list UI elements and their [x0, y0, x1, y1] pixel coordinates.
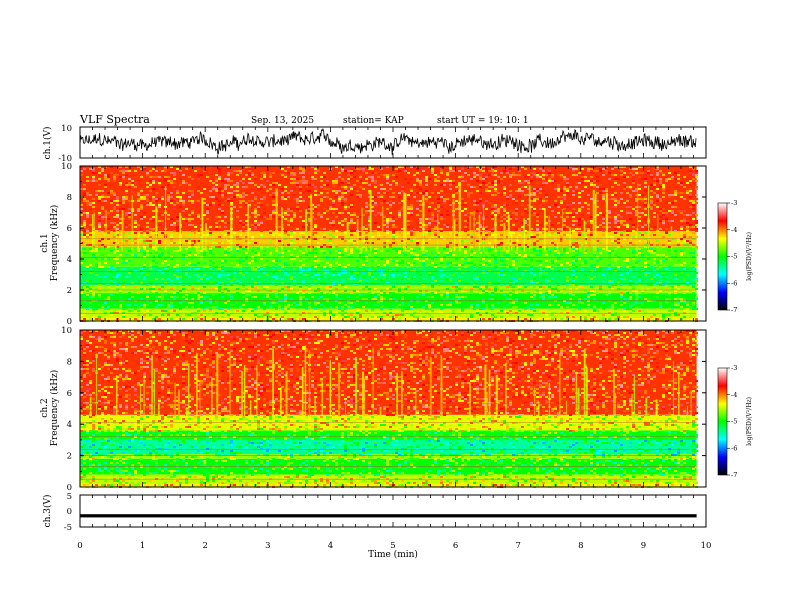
- ch1-ylabel: ch.1(V): [42, 127, 53, 160]
- ch3-ytick-bottom: -5: [64, 523, 72, 533]
- ch1-colorbar-tick: -5: [731, 253, 737, 261]
- time-tick-label: 10: [701, 541, 712, 551]
- ch2-spectrogram-panel: 0 2 4 6 8 10 ch.2 Frequency (kHz): [40, 326, 707, 493]
- ch1-colorbar-label: log(PSD)(V²/Hz): [746, 232, 753, 281]
- time-tick-label: 9: [641, 541, 646, 551]
- ch1-colorbar-tick: -4: [731, 226, 737, 234]
- ch2-frequency-label: Frequency (kHz): [49, 370, 60, 447]
- ch1-colorbar-gradient: [717, 202, 728, 311]
- ch2-spectrogram-tone-lines: [80, 403, 697, 480]
- ch1-colorbar-tick: -3: [731, 199, 737, 207]
- ch2-spectrogram-ytick: 2: [67, 452, 72, 462]
- ch1-colorbar-tick: -6: [731, 279, 737, 287]
- ch1-colorbar: -3 -4 -5 -6 -7 log(PSD)(V²/Hz): [717, 199, 753, 314]
- ch1-ytick-bottom: -10: [58, 154, 72, 164]
- time-tick-label: 1: [140, 541, 145, 551]
- ch1-spectrogram-tone-lines: [80, 238, 697, 314]
- ch1-spectrogram-ytick: 4: [67, 255, 72, 265]
- ch2-colorbar: -3 -4 -5 -6 -7 log(PSD)(V²/Hz): [717, 364, 753, 479]
- ch3-ytick-top: 5: [67, 492, 72, 502]
- ch1-spectrogram-ytick: 8: [67, 193, 72, 203]
- ch2-spectrogram-streaks: [89, 345, 692, 417]
- figure-title: VLF Spectra: [79, 113, 150, 126]
- ch2-spectrogram-band-0: [80, 483, 697, 487]
- ch1-spectrogram-speckle: [80, 166, 698, 322]
- ch1-spectrogram-band-0: [80, 317, 697, 321]
- ch1-frequency-label: Frequency (kHz): [49, 205, 60, 282]
- ch2-colorbar-tick: -7: [731, 471, 737, 479]
- ch2-spectrogram-ytick: 8: [67, 357, 72, 367]
- ch3-ylabel: ch.3(V): [42, 495, 53, 528]
- time-axis-label: Time (min): [368, 549, 418, 560]
- ch2-colorbar-tick: -3: [731, 364, 737, 372]
- time-tick-label: 8: [578, 541, 583, 551]
- ch1-colorbar-tick: -7: [731, 306, 737, 314]
- ch3-ytick-mid: 0: [67, 507, 72, 517]
- station-label: station= KAP: [343, 116, 404, 126]
- ch2-spectrogram-band-3: [80, 454, 697, 459]
- ch2-spectrogram-image: [80, 330, 698, 488]
- ch2-colorbar-tick: -4: [731, 391, 737, 399]
- ch2-colorbar-gradient: [717, 367, 728, 476]
- date-label: Sep. 13, 2025: [251, 116, 314, 126]
- ch2-spectrogram-ytick: 10: [61, 326, 72, 336]
- time-tick-label: 5: [390, 541, 395, 551]
- ch1-ytick-top: 10: [61, 124, 72, 134]
- ch1-spectrogram-panel: 0 2 4 6 8 10 ch.1 Frequency (kHz): [40, 162, 707, 327]
- ch1-spectrogram-ytick: 10: [61, 162, 72, 172]
- ch1-spectrogram-band-5: [80, 246, 697, 267]
- ch3-waveform-band: [80, 514, 697, 518]
- ch2-colorbar-tick: -6: [731, 444, 737, 452]
- ch2-spectrogram-ytick: 4: [67, 420, 72, 430]
- ch1-spectrogram-image: [80, 166, 698, 322]
- ch2-spectrogram-ytick: 6: [67, 389, 72, 399]
- time-tick-label: 6: [453, 541, 458, 551]
- time-tick-label: 0: [77, 541, 82, 551]
- start-time-label: start UT = 19: 10: 1: [437, 116, 529, 126]
- ch1-spectrogram-ytick: 6: [67, 224, 72, 234]
- ch2-channel-label: ch.2: [40, 398, 50, 417]
- ch2-spectrogram-ytick: 0: [67, 483, 72, 493]
- time-tick-label: 3: [265, 541, 270, 551]
- ch1-waveform-trace: [80, 128, 697, 156]
- ch1-spectrogram-streaks: [80, 183, 673, 252]
- time-tick-label: 7: [515, 541, 520, 551]
- time-tick-label: 2: [202, 541, 207, 551]
- ch2-colorbar-tick: -5: [731, 418, 737, 426]
- ch1-spectrogram-ytick: 0: [67, 317, 72, 327]
- ch1-spectrogram-ytick: 2: [67, 286, 72, 296]
- ch3-waveform-panel: 5 0 -5 ch.3(V): [42, 492, 707, 533]
- ch2-colorbar-label: log(PSD)(V²/Hz): [746, 397, 753, 446]
- ch1-waveform-panel: 10 -10 ch.1(V): [42, 124, 707, 164]
- time-tick-label: 4: [328, 541, 333, 551]
- time-axis: 0 1 2 3 4 5 6 7 8 9 10: [77, 127, 711, 551]
- ch1-channel-label: ch.1: [40, 233, 50, 252]
